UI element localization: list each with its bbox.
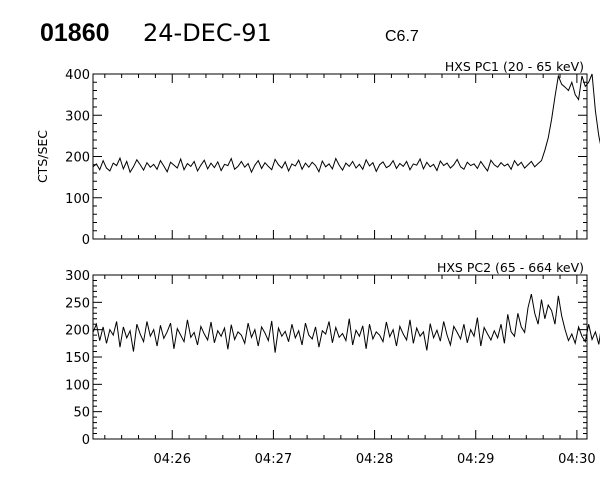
y-tick-label: 300 bbox=[65, 109, 90, 124]
y-tick-label: 200 bbox=[65, 324, 90, 339]
y-tick-label: 200 bbox=[65, 151, 90, 166]
series-line-pc2 bbox=[92, 294, 600, 353]
x-tick-label: 04:29 bbox=[457, 452, 494, 467]
panel-pc1: HXS PC1 (20 - 65 keV) CTS/SEC 0 100 200 300 40… bbox=[35, 59, 600, 248]
panel-title: HXS PC1 (20 - 65 keV) bbox=[445, 59, 584, 74]
event-id: 01860 bbox=[40, 19, 110, 47]
x-tick-label: 04:28 bbox=[356, 452, 393, 467]
y-tick-label: 400 bbox=[65, 68, 90, 83]
series-line-pc1 bbox=[92, 73, 600, 174]
y-tick-label: 100 bbox=[65, 378, 90, 393]
y-tick-label: 300 bbox=[65, 269, 90, 284]
y-tick-label: 250 bbox=[65, 296, 90, 311]
flare-class: C6.7 bbox=[385, 28, 419, 45]
y-tick-label: 50 bbox=[73, 406, 90, 421]
x-tick-label: 04:27 bbox=[255, 452, 292, 467]
plot-frame bbox=[92, 73, 588, 240]
x-tick-label: 04:30 bbox=[558, 452, 595, 467]
y-tick-label: 0 bbox=[82, 233, 90, 248]
x-tick-label: 04:26 bbox=[154, 452, 191, 467]
y-tick-label: 150 bbox=[65, 351, 90, 366]
y-tick-label: 0 bbox=[82, 433, 90, 448]
plot-frame bbox=[92, 274, 588, 440]
y-axis-label: CTS/SEC bbox=[35, 130, 50, 183]
panel-pc2: HXS PC2 (65 - 664 keV) 0 50 100 150 200 250 300… bbox=[65, 260, 600, 467]
event-date: 24-DEC-91 bbox=[143, 19, 272, 47]
y-tick-label: 100 bbox=[65, 192, 90, 207]
panel-title: HXS PC2 (65 - 664 keV) bbox=[437, 260, 584, 275]
